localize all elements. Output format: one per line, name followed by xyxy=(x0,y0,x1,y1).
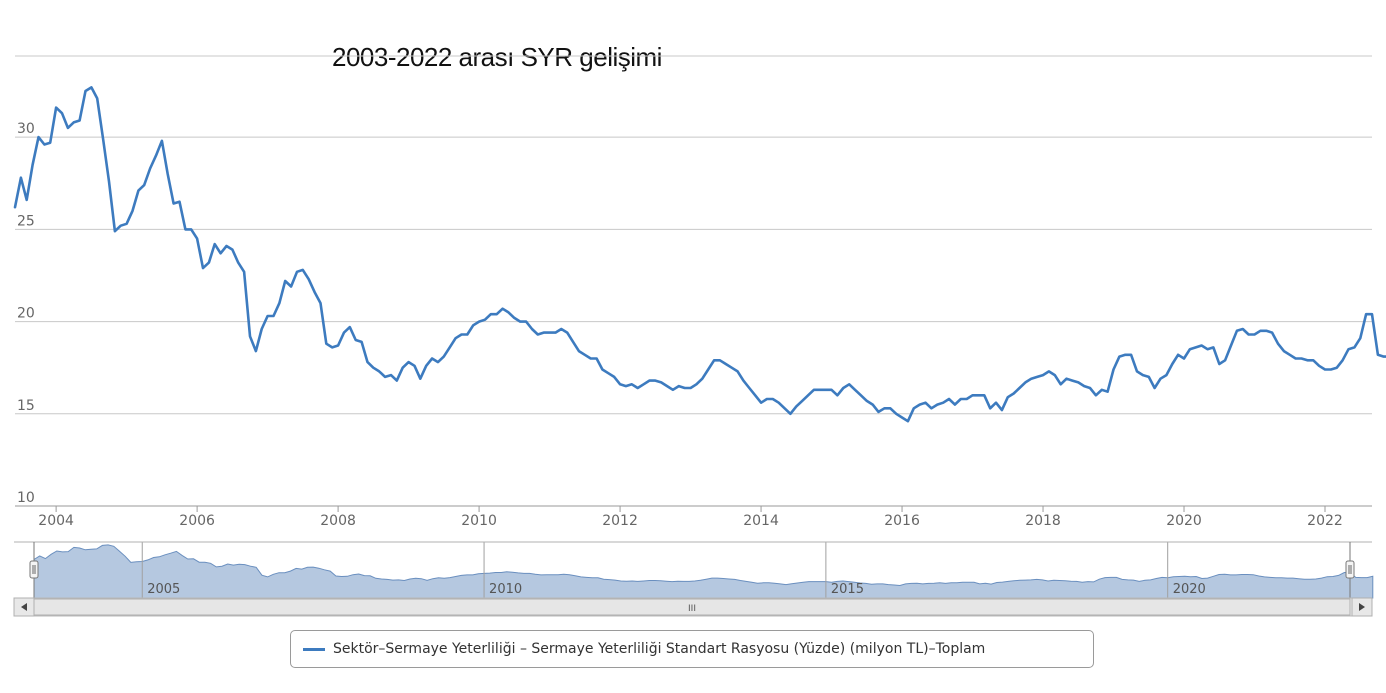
x-tick-label: 2008 xyxy=(320,513,356,529)
navigator-left-handle[interactable] xyxy=(29,560,39,579)
legend-line-icon xyxy=(303,647,325,651)
scrollbar-grip-icon: III xyxy=(688,604,696,614)
navigator-tick-label: 2020 xyxy=(1173,582,1206,597)
x-tick-label: 2010 xyxy=(461,513,497,529)
y-tick-label: 20 xyxy=(17,306,35,322)
x-tick-label: 2004 xyxy=(38,513,74,529)
series-line[interactable] xyxy=(13,86,1386,423)
x-tick-label: 2018 xyxy=(1025,513,1061,529)
scroll-right-arrow-icon xyxy=(1359,603,1365,611)
x-tick-label: 2022 xyxy=(1307,513,1343,529)
navigator-tick-label: 2015 xyxy=(831,582,864,597)
legend-label[interactable]: Sektör–Sermaye Yeterliliği – Sermaye Yet… xyxy=(333,641,986,657)
plot-area[interactable] xyxy=(13,86,1386,423)
navigator-right-handle[interactable] xyxy=(1345,560,1355,579)
y-tick-label: 15 xyxy=(17,398,35,414)
navigator-tick-label: 2010 xyxy=(489,582,522,597)
x-tick-label: 2012 xyxy=(602,513,638,529)
x-axis: 2004 2006 2008 2010 2012 2014 2016 2018 2020 2022 xyxy=(38,506,1343,529)
navigator-series-area xyxy=(33,544,1374,599)
legend[interactable]: Sektör–Sermaye Yeterliliği – Sermaye Yet… xyxy=(290,630,1094,668)
navigator-tick-label: 2005 xyxy=(147,582,180,597)
y-axis: 10 15 20 25 30 xyxy=(17,121,35,506)
x-tick-label: 2020 xyxy=(1166,513,1202,529)
navigator[interactable]: 2005 2010 2015 2020 III xyxy=(13,541,1374,617)
chart-title: 2003-2022 arası SYR gelişimi xyxy=(332,42,662,72)
y-tick-label: 25 xyxy=(17,213,35,229)
y-tick-label: 10 xyxy=(17,490,35,506)
x-tick-label: 2006 xyxy=(179,513,215,529)
scroll-left-arrow-icon xyxy=(21,603,27,611)
x-tick-label: 2016 xyxy=(884,513,920,529)
grid-lines xyxy=(15,55,1372,507)
x-tick-label: 2014 xyxy=(743,513,779,529)
y-tick-label: 30 xyxy=(17,121,35,137)
